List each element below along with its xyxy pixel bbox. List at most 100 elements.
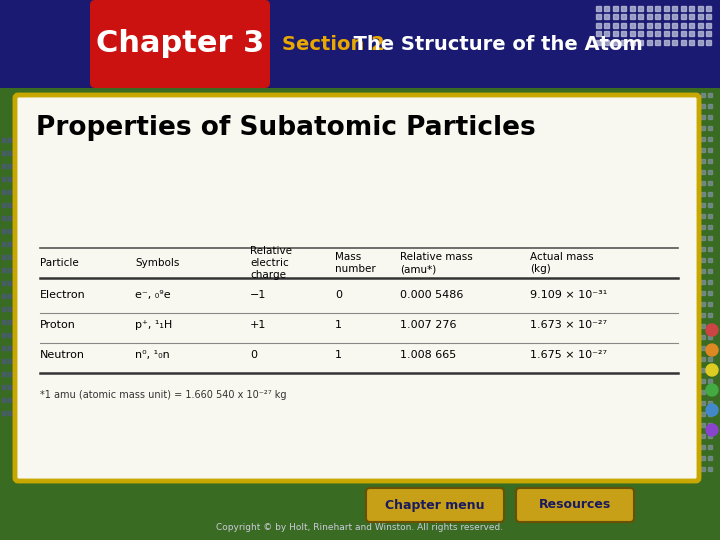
Bar bbox=[647, 14, 652, 19]
Bar bbox=[8, 372, 12, 376]
Bar bbox=[2, 307, 6, 311]
Bar bbox=[2, 385, 6, 389]
Bar bbox=[689, 5, 694, 10]
Bar bbox=[701, 170, 705, 174]
Text: Mass
number: Mass number bbox=[335, 252, 376, 274]
Bar bbox=[2, 346, 6, 350]
Bar bbox=[2, 242, 6, 246]
Bar bbox=[701, 401, 705, 405]
Bar bbox=[2, 255, 6, 259]
Circle shape bbox=[706, 384, 718, 396]
Bar bbox=[8, 294, 12, 298]
Bar bbox=[701, 214, 705, 218]
Text: Resources: Resources bbox=[539, 498, 611, 511]
Bar bbox=[701, 247, 705, 251]
Bar bbox=[701, 93, 705, 97]
Bar bbox=[8, 346, 12, 350]
Text: n⁰, ¹₀n: n⁰, ¹₀n bbox=[135, 350, 170, 360]
Bar bbox=[706, 14, 711, 19]
Text: Chapter 3: Chapter 3 bbox=[96, 30, 264, 58]
Bar bbox=[698, 5, 703, 10]
Text: p⁺, ¹₁H: p⁺, ¹₁H bbox=[135, 320, 172, 330]
Bar bbox=[595, 5, 600, 10]
Bar bbox=[708, 192, 712, 196]
Bar bbox=[701, 467, 705, 471]
Text: Section 2: Section 2 bbox=[282, 35, 384, 53]
Bar bbox=[638, 23, 643, 28]
Bar bbox=[701, 181, 705, 185]
Bar bbox=[701, 313, 705, 317]
Bar bbox=[629, 14, 634, 19]
Circle shape bbox=[706, 344, 718, 356]
Bar bbox=[698, 39, 703, 44]
Bar bbox=[708, 357, 712, 361]
Bar bbox=[8, 216, 12, 220]
Bar bbox=[701, 445, 705, 449]
Bar bbox=[2, 151, 6, 155]
Bar bbox=[2, 216, 6, 220]
Text: *1 amu (atomic mass unit) = 1.660 540 x 10⁻²⁷ kg: *1 amu (atomic mass unit) = 1.660 540 x … bbox=[40, 390, 287, 400]
Bar bbox=[638, 39, 643, 44]
Bar bbox=[655, 14, 660, 19]
Text: Symbols: Symbols bbox=[135, 258, 179, 268]
Bar bbox=[604, 31, 609, 36]
Bar bbox=[708, 346, 712, 350]
Bar bbox=[698, 31, 703, 36]
Bar bbox=[701, 192, 705, 196]
Bar bbox=[708, 401, 712, 405]
Bar bbox=[708, 236, 712, 240]
Bar bbox=[8, 411, 12, 415]
Bar bbox=[2, 411, 6, 415]
FancyBboxPatch shape bbox=[516, 488, 634, 522]
Bar bbox=[708, 379, 712, 383]
Text: 0: 0 bbox=[335, 290, 342, 300]
Bar bbox=[708, 258, 712, 262]
Bar bbox=[604, 5, 609, 10]
Bar bbox=[708, 280, 712, 284]
Bar bbox=[701, 148, 705, 152]
Bar bbox=[672, 23, 677, 28]
Bar bbox=[708, 148, 712, 152]
Bar bbox=[2, 203, 6, 207]
Bar bbox=[613, 23, 618, 28]
Bar bbox=[701, 291, 705, 295]
Bar bbox=[664, 23, 668, 28]
Bar bbox=[708, 302, 712, 306]
Bar bbox=[8, 255, 12, 259]
Text: 1.675 × 10⁻²⁷: 1.675 × 10⁻²⁷ bbox=[530, 350, 607, 360]
Bar bbox=[2, 138, 6, 142]
Bar bbox=[8, 281, 12, 285]
Bar bbox=[701, 379, 705, 383]
Bar bbox=[8, 164, 12, 168]
Text: 0: 0 bbox=[250, 350, 257, 360]
Bar bbox=[701, 159, 705, 163]
Bar bbox=[701, 423, 705, 427]
Bar bbox=[664, 31, 668, 36]
Bar bbox=[8, 203, 12, 207]
Bar bbox=[664, 14, 668, 19]
Bar bbox=[706, 23, 711, 28]
Bar bbox=[672, 39, 677, 44]
Bar bbox=[595, 23, 600, 28]
Bar bbox=[613, 5, 618, 10]
Bar bbox=[8, 385, 12, 389]
Bar bbox=[701, 269, 705, 273]
Text: The Structure of the Atom: The Structure of the Atom bbox=[340, 35, 643, 53]
Circle shape bbox=[706, 364, 718, 376]
Bar bbox=[689, 31, 694, 36]
Text: e⁻, ₀⁹e: e⁻, ₀⁹e bbox=[135, 290, 171, 300]
Bar bbox=[708, 423, 712, 427]
Bar bbox=[8, 242, 12, 246]
Bar bbox=[672, 14, 677, 19]
Bar bbox=[638, 5, 643, 10]
Bar bbox=[708, 390, 712, 394]
Bar bbox=[708, 104, 712, 108]
Circle shape bbox=[706, 404, 718, 416]
Bar bbox=[701, 236, 705, 240]
Bar bbox=[680, 39, 685, 44]
Bar bbox=[2, 229, 6, 233]
Text: −1: −1 bbox=[250, 290, 266, 300]
Bar bbox=[638, 14, 643, 19]
Bar bbox=[701, 346, 705, 350]
Bar bbox=[629, 23, 634, 28]
